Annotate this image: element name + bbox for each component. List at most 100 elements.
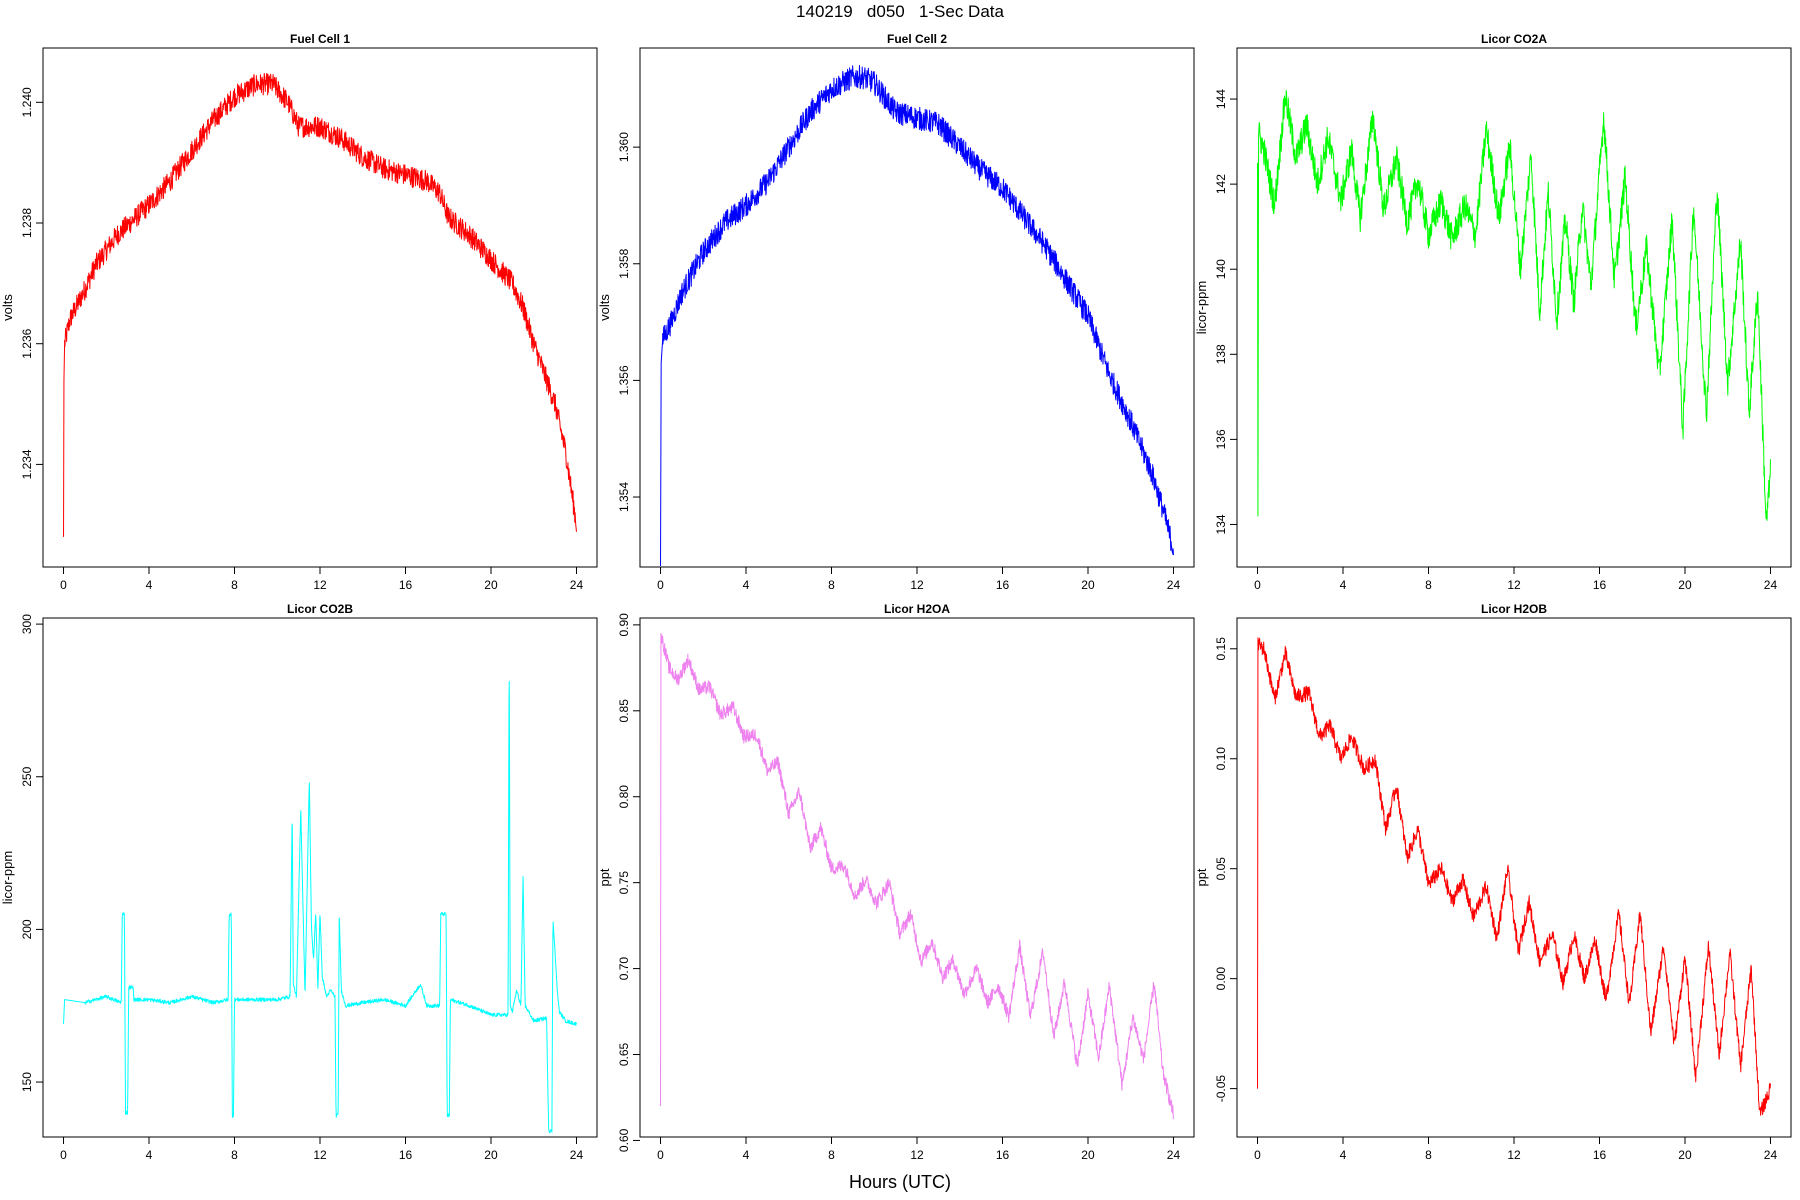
y-tick-label: 134 <box>1214 514 1228 534</box>
y-tick-label: 1.354 <box>617 482 631 512</box>
x-tick-label: 8 <box>231 578 238 592</box>
y-tick-label: 0.15 <box>1214 637 1228 661</box>
y-tick-label: 1.360 <box>617 132 631 162</box>
x-tick-label: 16 <box>1593 578 1607 592</box>
series-line <box>660 65 1174 566</box>
y-tick-label: 144 <box>1214 89 1228 109</box>
x-tick-label: 12 <box>1507 1148 1521 1162</box>
y-tick-label: 0.05 <box>1214 857 1228 881</box>
y-axis-label: ppt <box>1194 868 1209 886</box>
panel-1: Fuel Cell 1 volts 0 4 8 12 16 20 24 1.234 1.236 1.2… <box>0 32 598 592</box>
x-tick-label: 20 <box>484 578 498 592</box>
panel-title: Licor CO2A <box>1481 32 1547 46</box>
x-tick-label: 4 <box>1340 1148 1347 1162</box>
x-tick-label: 24 <box>1764 1148 1778 1162</box>
panel-2: Fuel Cell 2 volts 0 4 8 12 16 20 24 1.354 1.356 1.3… <box>597 32 1195 592</box>
x-tick-label: 0 <box>657 1148 664 1162</box>
x-tick-label: 24 <box>1167 1148 1181 1162</box>
x-tick-label: 12 <box>910 1148 924 1162</box>
panel-6: Licor H2OB ppt 0 4 8 12 16 20 24 -0.05 0.00 0.05 0.1… <box>1194 602 1792 1162</box>
x-tick-label: 0 <box>1254 578 1261 592</box>
x-tick-label: 4 <box>1340 578 1347 592</box>
y-axis-label: licor-ppm <box>1194 281 1209 334</box>
x-tick-label: 4 <box>146 578 153 592</box>
panel-title: Fuel Cell 1 <box>290 32 350 46</box>
y-tick-label: 136 <box>1214 429 1228 449</box>
y-tick-label: -0.05 <box>1214 1075 1228 1103</box>
x-tick-label: 20 <box>1678 578 1692 592</box>
x-axis-label: Hours (UTC) <box>849 1172 951 1192</box>
x-tick-label: 4 <box>743 1148 750 1162</box>
y-tick-label: 142 <box>1214 174 1228 194</box>
series-line <box>1257 637 1771 1116</box>
x-tick-label: 0 <box>60 578 67 592</box>
y-tick-label: 1.358 <box>617 248 631 278</box>
x-tick-label: 16 <box>1593 1148 1607 1162</box>
y-tick-label: 1.234 <box>20 449 34 479</box>
y-tick-label: 0.65 <box>617 1043 631 1067</box>
panel-3: Licor CO2A licor-ppm 0 4 8 12 16 20 24 134 136 138 1… <box>1194 32 1792 592</box>
plot-frame <box>639 617 1195 1138</box>
y-axis-label: licor-ppm <box>0 851 15 904</box>
panel-5: Licor H2OA ppt 0 4 8 12 16 20 24 0.60 0.65 0.70 0.75… <box>597 602 1195 1162</box>
plot-frame <box>1236 47 1792 568</box>
x-tick-label: 24 <box>570 578 584 592</box>
x-tick-label: 12 <box>313 1148 327 1162</box>
y-axis-label: ppt <box>597 868 612 886</box>
series-line <box>63 680 577 1134</box>
x-tick-label: 8 <box>1425 1148 1432 1162</box>
x-tick-label: 8 <box>231 1148 238 1162</box>
y-tick-label: 138 <box>1214 344 1228 364</box>
y-tick-label: 1.356 <box>617 365 631 395</box>
y-tick-label: 0.90 <box>617 613 631 637</box>
x-tick-label: 12 <box>1507 578 1521 592</box>
x-tick-label: 8 <box>828 578 835 592</box>
x-tick-label: 4 <box>743 578 750 592</box>
y-tick-label: 150 <box>20 1072 34 1092</box>
figure-title: 140219 d050 1-Sec Data <box>796 2 1004 21</box>
panel-title: Licor H2OA <box>884 602 950 616</box>
y-tick-label: 0.80 <box>617 785 631 809</box>
panel-title: Licor CO2B <box>287 602 353 616</box>
y-tick-label: 1.236 <box>20 328 34 358</box>
x-tick-label: 12 <box>313 578 327 592</box>
y-tick-label: 0.00 <box>1214 967 1228 991</box>
x-tick-label: 0 <box>657 578 664 592</box>
x-tick-label: 16 <box>399 1148 413 1162</box>
x-tick-label: 16 <box>996 1148 1010 1162</box>
series-line <box>1257 90 1771 521</box>
series-line <box>660 632 1174 1120</box>
x-tick-label: 16 <box>996 578 1010 592</box>
y-tick-label: 0.10 <box>1214 747 1228 771</box>
x-tick-label: 20 <box>1678 1148 1692 1162</box>
x-tick-label: 4 <box>146 1148 153 1162</box>
plot-frame <box>42 617 598 1138</box>
y-tick-label: 1.238 <box>20 208 34 238</box>
x-tick-label: 20 <box>1081 578 1095 592</box>
x-tick-label: 8 <box>1425 578 1432 592</box>
plot-frame <box>1236 617 1792 1138</box>
panel-4: Licor CO2B licor-ppm 0 4 8 12 16 20 24 150 200 250 3… <box>0 602 598 1162</box>
y-tick-label: 0.85 <box>617 699 631 723</box>
y-tick-label: 0.70 <box>617 957 631 981</box>
x-tick-label: 0 <box>60 1148 67 1162</box>
x-tick-label: 24 <box>1764 578 1778 592</box>
y-tick-label: 250 <box>20 766 34 786</box>
y-tick-label: 1.240 <box>20 87 34 117</box>
x-tick-label: 24 <box>1167 578 1181 592</box>
x-tick-label: 12 <box>910 578 924 592</box>
y-axis-label: volts <box>597 294 612 321</box>
y-tick-label: 0.60 <box>617 1128 631 1152</box>
x-tick-label: 16 <box>399 578 413 592</box>
panel-title: Fuel Cell 2 <box>887 32 947 46</box>
x-tick-label: 20 <box>1081 1148 1095 1162</box>
x-tick-label: 24 <box>570 1148 584 1162</box>
x-tick-label: 20 <box>484 1148 498 1162</box>
y-tick-label: 140 <box>1214 259 1228 279</box>
x-tick-label: 0 <box>1254 1148 1261 1162</box>
y-tick-label: 0.75 <box>617 871 631 895</box>
y-axis-label: volts <box>0 294 15 321</box>
x-tick-label: 8 <box>828 1148 835 1162</box>
y-tick-label: 200 <box>20 919 34 939</box>
